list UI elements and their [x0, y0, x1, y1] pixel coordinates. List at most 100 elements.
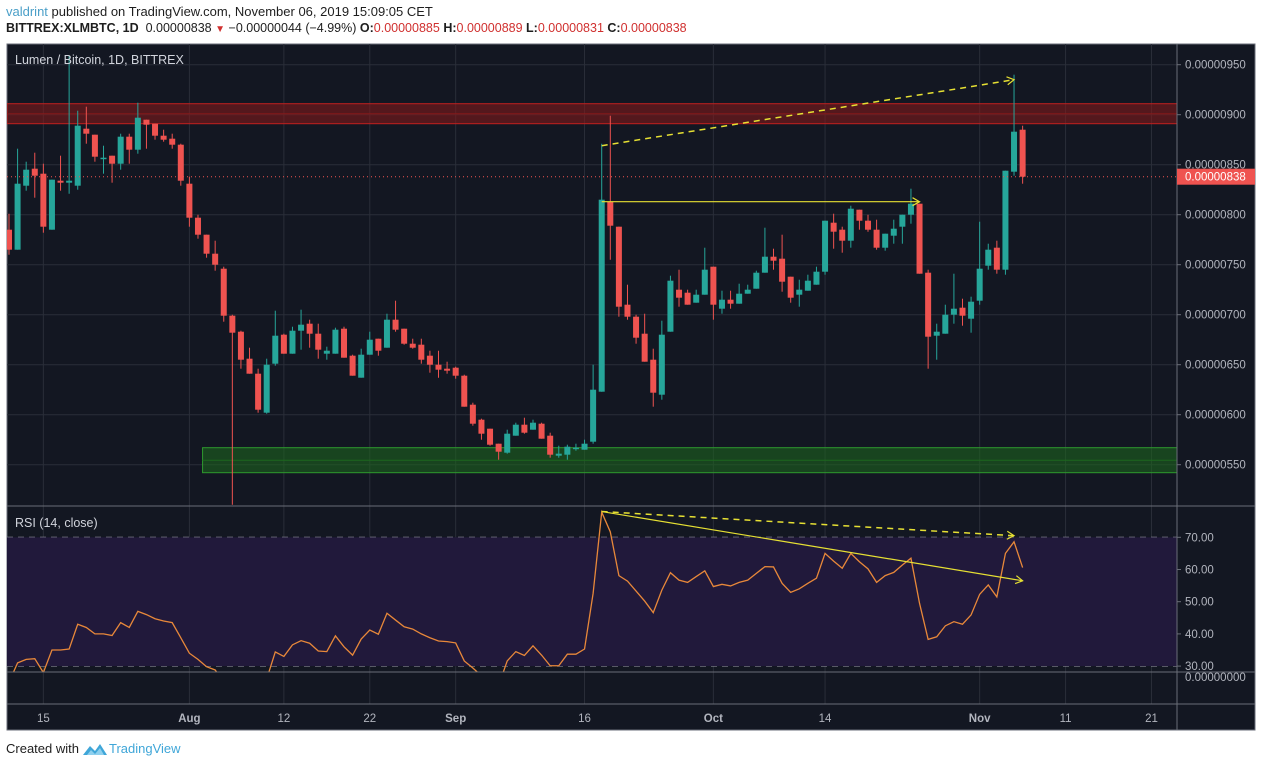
- main-trendlines[interactable]: [601, 76, 1016, 207]
- candle: [194, 214, 201, 239]
- last-price-badge: [1177, 168, 1255, 185]
- candle-body: [933, 331, 940, 336]
- candle-body: [856, 209, 863, 221]
- candle: [839, 226, 846, 253]
- candle: [375, 338, 382, 356]
- candle: [212, 240, 219, 271]
- price-change: −0.00000044 (−4.99%): [228, 21, 357, 35]
- candle-body: [770, 256, 777, 261]
- candle-body: [66, 180, 73, 183]
- candle: [744, 284, 751, 294]
- candle: [177, 143, 184, 186]
- candle-body: [813, 271, 820, 285]
- candle-body: [23, 169, 30, 186]
- candle: [66, 55, 73, 194]
- candle: [74, 110, 81, 190]
- candle-body: [504, 433, 511, 453]
- candle-body: [186, 183, 193, 218]
- candle-body: [418, 344, 425, 360]
- candle-body: [237, 331, 244, 360]
- candle-body: [667, 280, 674, 332]
- candle: [796, 279, 803, 307]
- candle: [950, 273, 957, 324]
- candle: [31, 152, 38, 198]
- candle: [873, 219, 880, 250]
- rsi-trendline-dashed[interactable]: [601, 510, 1016, 540]
- candle: [255, 368, 262, 413]
- candle-body: [779, 258, 786, 282]
- candle-body: [839, 229, 846, 241]
- candle-body: [349, 355, 356, 376]
- triangle-down-icon: ▼: [215, 24, 226, 35]
- candle-body: [14, 183, 21, 250]
- tradingview-link[interactable]: TradingView: [108, 741, 181, 756]
- candle-body: [409, 343, 416, 348]
- candle: [538, 422, 545, 439]
- candles: [7, 55, 1026, 505]
- candle-body: [375, 338, 382, 351]
- candle: [203, 234, 210, 258]
- candle: [555, 445, 562, 458]
- candle: [23, 161, 30, 191]
- candle-body: [160, 135, 167, 140]
- candle-body: [229, 315, 236, 333]
- rsi-axis-label: 50.00: [1185, 597, 1214, 609]
- candle-body: [117, 136, 124, 164]
- candle-body: [134, 117, 141, 150]
- candle-body: [461, 375, 468, 407]
- created-with-text: Created with: [6, 741, 79, 756]
- rsi-pane-title: RSI (14, close): [15, 516, 98, 530]
- close-value: 0.00000838: [620, 21, 687, 35]
- candle: [693, 289, 700, 303]
- candle-body: [220, 268, 227, 316]
- candle-body: [177, 144, 184, 181]
- candle: [959, 298, 966, 326]
- last-price: 0.00000838: [145, 21, 212, 35]
- candle: [444, 361, 451, 374]
- candle-body: [1019, 129, 1026, 177]
- candle: [332, 327, 339, 354]
- candle-body: [942, 314, 949, 334]
- candle-body: [581, 443, 588, 450]
- candle-body: [564, 446, 571, 455]
- candle: [856, 209, 863, 230]
- candle: [727, 290, 734, 309]
- candle: [976, 221, 983, 305]
- candle-body: [1011, 131, 1018, 172]
- candle-body: [521, 424, 528, 433]
- chart-canvas[interactable]: 15 Aug 12 22 Sep 16 Oct 14 Nov 11 21 0.00000950 0.00…: [0, 0, 1262, 740]
- price-trendline-dashed[interactable]: [601, 76, 1016, 147]
- candle-body: [383, 319, 390, 348]
- candle-body: [487, 428, 494, 445]
- candle: [83, 106, 90, 144]
- candle-body: [538, 423, 545, 439]
- candle: [933, 323, 940, 360]
- candle: [770, 248, 777, 270]
- candle-body: [753, 272, 760, 289]
- publish-info: valdrint published on TradingView.com, N…: [6, 4, 433, 19]
- author-link[interactable]: valdrint: [6, 4, 48, 19]
- candle-body: [658, 334, 665, 395]
- candle-body: [401, 328, 408, 344]
- candle: [804, 274, 811, 291]
- time-axis-label: 21: [1145, 713, 1158, 725]
- candle-body: [323, 350, 330, 354]
- candle-body: [366, 339, 373, 355]
- candle: [753, 270, 760, 289]
- time-axis-label: 12: [277, 713, 290, 725]
- candle: [100, 145, 107, 174]
- rsi-trendline-solid[interactable]: [601, 510, 1024, 585]
- candle: [14, 148, 21, 250]
- candle-body: [444, 368, 451, 371]
- candle-body: [718, 299, 725, 309]
- candle-body: [847, 208, 854, 241]
- candle: [830, 213, 837, 249]
- candle: [942, 304, 949, 334]
- candle-body: [332, 329, 339, 354]
- candle-body: [907, 203, 914, 215]
- candle: [641, 313, 648, 362]
- candle: [409, 338, 416, 349]
- candle-body: [684, 292, 691, 305]
- candle: [383, 313, 390, 348]
- candle-body: [761, 256, 768, 273]
